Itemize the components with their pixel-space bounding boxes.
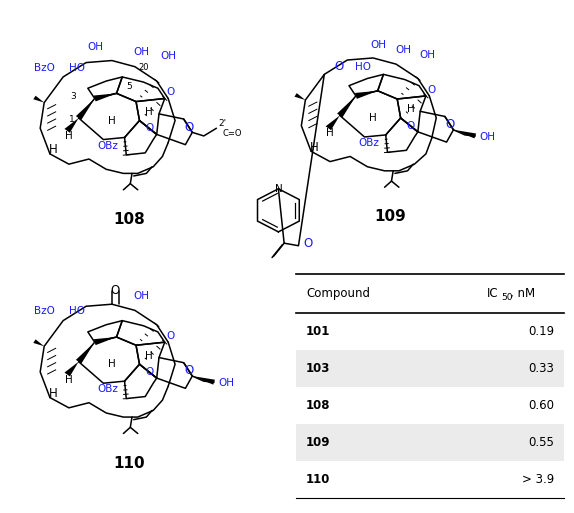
Polygon shape xyxy=(64,118,79,133)
Text: OH: OH xyxy=(218,378,234,388)
Text: HO: HO xyxy=(69,63,85,73)
Text: 103: 103 xyxy=(306,362,330,375)
Text: O: O xyxy=(406,121,414,131)
Text: H: H xyxy=(49,143,58,156)
Bar xyxy=(296,350,564,387)
Text: H: H xyxy=(310,141,319,154)
Polygon shape xyxy=(337,96,356,117)
Text: O: O xyxy=(145,123,153,133)
Text: O: O xyxy=(303,236,312,250)
Text: OH: OH xyxy=(134,47,150,57)
Text: O: O xyxy=(166,331,174,341)
Text: H: H xyxy=(369,113,377,123)
Text: OH: OH xyxy=(479,132,495,142)
Text: 0.33: 0.33 xyxy=(528,362,554,375)
Text: 109: 109 xyxy=(374,209,406,225)
Bar xyxy=(296,424,564,461)
Text: 2': 2' xyxy=(218,119,226,128)
Polygon shape xyxy=(64,362,79,377)
Polygon shape xyxy=(94,93,117,102)
Polygon shape xyxy=(94,337,117,345)
Text: 110: 110 xyxy=(113,456,145,471)
Text: , nM: , nM xyxy=(510,287,535,300)
Text: Compound: Compound xyxy=(306,287,370,300)
Polygon shape xyxy=(453,130,476,139)
Polygon shape xyxy=(355,91,378,99)
Text: H: H xyxy=(65,131,73,141)
Text: O: O xyxy=(334,60,343,73)
Text: HO: HO xyxy=(69,306,85,317)
Text: H: H xyxy=(145,350,153,361)
Text: 110: 110 xyxy=(306,472,330,486)
Text: H: H xyxy=(406,104,414,114)
Text: O: O xyxy=(445,118,455,131)
Text: H: H xyxy=(65,374,73,385)
Polygon shape xyxy=(76,98,95,120)
Text: OBz: OBz xyxy=(97,384,118,394)
Text: O: O xyxy=(110,284,119,297)
Text: IC: IC xyxy=(487,287,498,300)
Text: O: O xyxy=(184,121,193,134)
Text: O: O xyxy=(166,87,174,97)
Polygon shape xyxy=(33,96,44,103)
Polygon shape xyxy=(192,376,215,385)
Text: H: H xyxy=(49,387,58,400)
Text: N: N xyxy=(274,184,282,193)
Text: C=O: C=O xyxy=(222,129,242,138)
Text: O: O xyxy=(184,364,193,378)
Text: OBz: OBz xyxy=(97,141,118,151)
Text: > 3.9: > 3.9 xyxy=(522,472,554,486)
Text: 109: 109 xyxy=(306,436,331,449)
Text: 101: 101 xyxy=(306,325,330,338)
Text: OH: OH xyxy=(395,45,411,55)
Text: 3: 3 xyxy=(70,92,76,101)
Text: 5: 5 xyxy=(126,82,132,91)
Polygon shape xyxy=(76,342,95,364)
Polygon shape xyxy=(294,93,305,100)
Text: 108: 108 xyxy=(306,399,331,412)
Text: OH: OH xyxy=(134,291,150,301)
Text: OBz: OBz xyxy=(358,138,379,148)
Text: OH: OH xyxy=(371,40,387,50)
Text: BzO: BzO xyxy=(34,63,55,73)
Text: O: O xyxy=(145,367,153,377)
Text: 0.55: 0.55 xyxy=(528,436,554,449)
Text: 0.60: 0.60 xyxy=(528,399,554,412)
Polygon shape xyxy=(33,340,44,346)
Text: 1: 1 xyxy=(69,114,75,124)
Text: H: H xyxy=(108,115,116,126)
Text: 108: 108 xyxy=(113,212,145,227)
Text: OH: OH xyxy=(420,50,436,60)
Text: OH: OH xyxy=(88,42,104,52)
Text: H: H xyxy=(326,128,334,139)
Text: 20: 20 xyxy=(138,63,149,72)
Text: OH: OH xyxy=(160,51,176,62)
Text: 50: 50 xyxy=(501,293,513,302)
Text: BzO: BzO xyxy=(34,306,55,317)
Text: 0.19: 0.19 xyxy=(528,325,554,338)
Polygon shape xyxy=(325,115,340,130)
Text: HO: HO xyxy=(355,62,371,72)
Text: H: H xyxy=(108,359,116,369)
Text: H: H xyxy=(145,107,153,117)
Text: O: O xyxy=(428,85,436,95)
